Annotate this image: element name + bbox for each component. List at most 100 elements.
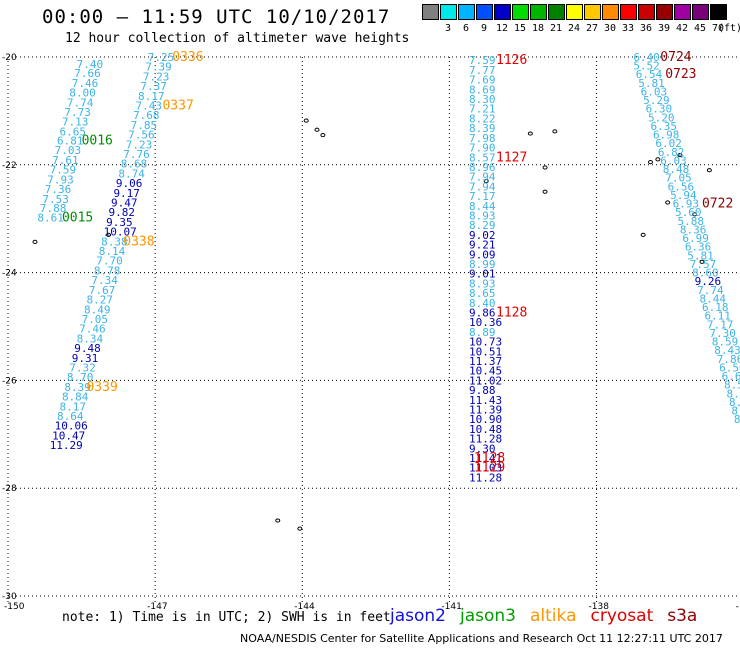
lat-tick-label: -28: [2, 484, 17, 494]
wave-height-value: 7.74: [697, 284, 724, 297]
wave-height-value: 8.57: [724, 379, 740, 392]
wave-height-value: 6.81: [57, 135, 84, 148]
island-outline: [483, 178, 489, 184]
wave-height-value: 6.93: [673, 198, 700, 211]
legend-label: 36: [639, 23, 653, 34]
wave-height-value: 10.73: [469, 336, 502, 349]
wave-height-value: 7.37: [140, 80, 167, 93]
wave-height-value: 8.77: [731, 405, 740, 418]
lon-tick-label: -141: [441, 602, 461, 612]
legend-swatch: [710, 4, 727, 20]
wave-height-value: 8.36: [680, 223, 707, 236]
wave-height-value: 8.34: [77, 332, 104, 345]
wave-height-value: 9.17: [113, 187, 140, 200]
wave-height-value: 11.43: [469, 394, 502, 407]
wave-height-value: 8.57: [469, 151, 496, 164]
wave-height-value: 7.85: [131, 119, 158, 132]
wave-height-value: 10.48: [469, 423, 502, 436]
wave-height-value: 8.61: [37, 212, 64, 225]
wave-height-value: 7.88: [40, 202, 66, 215]
pass-time-label: 0015: [62, 211, 93, 226]
satellite-name: s3a: [667, 606, 698, 626]
wave-height-value: 7.13: [62, 116, 89, 129]
legend-label: 12: [495, 23, 509, 34]
wave-height-value: 5.52: [633, 60, 660, 73]
wave-height-value: 9.30: [469, 442, 496, 455]
wave-height-value: 7.94: [469, 180, 496, 193]
legend-swatch: [656, 4, 673, 20]
legend-swatch: [602, 4, 619, 20]
wave-height-value: 8.89: [469, 326, 496, 339]
lat-tick-label: -24: [2, 269, 17, 279]
wave-height-value: 7.57: [690, 258, 717, 271]
wave-height-value: 8.39: [64, 381, 91, 394]
wave-height-value: 7.03: [55, 144, 82, 157]
wave-height-value: 7.61: [52, 154, 78, 167]
footer-credit: NOAA/NESDIS Center for Satellite Applica…: [240, 632, 723, 645]
legend-swatch: [512, 4, 529, 20]
wave-height-value: 6.18: [702, 301, 729, 314]
map-title: 00:00 – 11:59 UTC 10/10/2017: [42, 6, 391, 28]
wave-height-value: 6.54: [636, 68, 663, 81]
legend-label: 24: [567, 23, 581, 34]
island-outline: [542, 165, 548, 170]
wave-height-value: 11.28: [469, 471, 502, 484]
wave-height-value: 6.03: [641, 85, 668, 98]
wave-height-value: 6.82: [658, 146, 685, 159]
wave-height-value: 7.17: [707, 318, 734, 331]
wave-height-value: 7.30: [709, 327, 736, 340]
pass-time-label: 0723: [665, 67, 696, 82]
wave-height-value: 8.69: [469, 83, 496, 96]
island-outline: [552, 129, 558, 134]
wave-height-value: 8.59: [712, 336, 739, 349]
satellite-legend: jason2 jason3 altika cryosat s3a: [390, 606, 711, 626]
island-outline: [692, 212, 698, 217]
wave-height-value: 7.46: [72, 77, 99, 90]
island-outline: [106, 232, 112, 237]
wave-height-value: 8.93: [469, 209, 496, 222]
legend-swatch: [422, 4, 439, 20]
wave-height-value: 6.50: [719, 361, 740, 374]
wave-height-value: 10.06: [55, 420, 88, 433]
wave-height-value: 7.25: [148, 51, 175, 64]
legend-swatch: [494, 4, 511, 20]
wave-height-value: 6.56: [668, 180, 695, 193]
wave-height-value: 5.20: [648, 111, 675, 124]
wave-height-value: 8.27: [86, 294, 113, 307]
wave-height-value: 8.48: [734, 413, 740, 426]
legend-label: 3: [444, 23, 452, 34]
wave-height-value: 6.36: [685, 241, 712, 254]
wave-height-value: 10.47: [52, 429, 85, 442]
map-subtitle: 12 hour collection of altimeter wave hei…: [65, 31, 410, 46]
wave-height-value: 7.94: [469, 171, 496, 184]
pass-time-label: 1128: [474, 451, 505, 466]
wave-height-value: 8.78: [94, 264, 121, 277]
wave-height-value: 7.59: [469, 54, 496, 67]
wave-height-value: 7.68: [133, 109, 160, 122]
wave-height-value: 7.21: [469, 103, 496, 116]
pass-time-label: 1129: [474, 461, 505, 476]
wave-height-value: 5.94: [670, 189, 697, 202]
legend-label: 42: [675, 23, 689, 34]
legend-swatch: [548, 4, 565, 20]
wave-height-value: 9.88: [469, 384, 496, 397]
island-outline: [314, 127, 320, 132]
island-outline: [542, 189, 548, 194]
pass-time-label: 0724: [660, 50, 691, 65]
wave-height-value: 7.36: [45, 183, 72, 196]
wave-height-value: 8.44: [700, 292, 727, 305]
legend-swatch: [638, 4, 655, 20]
wave-height-value: 8.70: [67, 371, 94, 384]
wave-height-value: 10.45: [469, 365, 502, 378]
wave-height-value: 9.31: [72, 352, 99, 365]
lon-tick-label: -13: [736, 602, 740, 612]
wave-height-value: 9.47: [111, 197, 137, 210]
island-outline: [640, 232, 646, 237]
legend-label: 21: [549, 23, 563, 34]
wave-height-value: 8.96: [469, 161, 496, 174]
wave-height-value: 7.32: [69, 361, 96, 374]
units-note: note: 1) Time is in UTC; 2) SWH is in fe…: [62, 610, 391, 625]
wave-height-value: 7.05: [82, 313, 109, 326]
satellite-name: cryosat: [590, 606, 654, 626]
wave-height-value: 8.53: [729, 396, 740, 409]
